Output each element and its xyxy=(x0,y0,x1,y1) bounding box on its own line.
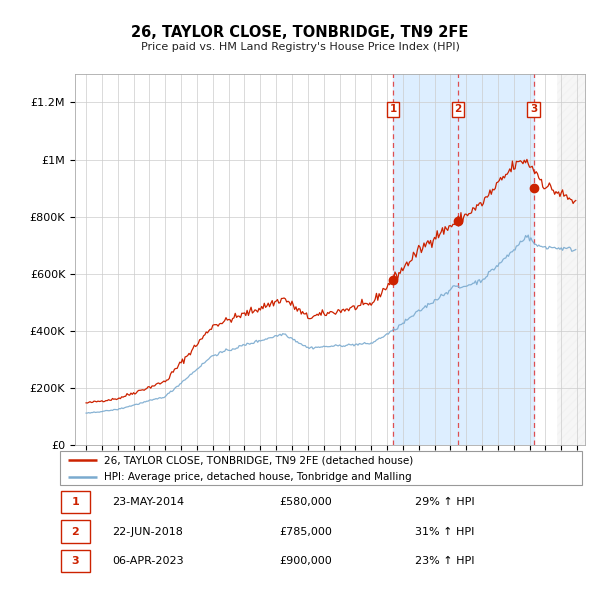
Bar xyxy=(393,74,533,445)
Text: HPI: Average price, detached house, Tonbridge and Malling: HPI: Average price, detached house, Tonb… xyxy=(104,471,412,481)
Text: 22-JUN-2018: 22-JUN-2018 xyxy=(112,527,183,536)
Text: £580,000: £580,000 xyxy=(279,497,332,507)
Text: 31% ↑ HPI: 31% ↑ HPI xyxy=(415,527,475,536)
Text: 1: 1 xyxy=(389,104,397,114)
Text: £785,000: £785,000 xyxy=(279,527,332,536)
FancyBboxPatch shape xyxy=(60,451,582,485)
Text: 23-MAY-2014: 23-MAY-2014 xyxy=(112,497,184,507)
Text: 29% ↑ HPI: 29% ↑ HPI xyxy=(415,497,475,507)
Text: 1: 1 xyxy=(71,497,79,507)
FancyBboxPatch shape xyxy=(61,520,90,543)
Text: £900,000: £900,000 xyxy=(279,556,332,566)
Text: 06-APR-2023: 06-APR-2023 xyxy=(112,556,184,566)
FancyBboxPatch shape xyxy=(61,550,90,572)
Text: 2: 2 xyxy=(454,104,461,114)
Text: 23% ↑ HPI: 23% ↑ HPI xyxy=(415,556,475,566)
Text: 2: 2 xyxy=(71,527,79,536)
Text: 26, TAYLOR CLOSE, TONBRIDGE, TN9 2FE (detached house): 26, TAYLOR CLOSE, TONBRIDGE, TN9 2FE (de… xyxy=(104,455,413,466)
Bar xyxy=(557,74,585,445)
Text: 26, TAYLOR CLOSE, TONBRIDGE, TN9 2FE: 26, TAYLOR CLOSE, TONBRIDGE, TN9 2FE xyxy=(131,25,469,40)
FancyBboxPatch shape xyxy=(61,491,90,513)
Text: 3: 3 xyxy=(530,104,538,114)
Text: 3: 3 xyxy=(71,556,79,566)
Text: Price paid vs. HM Land Registry's House Price Index (HPI): Price paid vs. HM Land Registry's House … xyxy=(140,42,460,53)
